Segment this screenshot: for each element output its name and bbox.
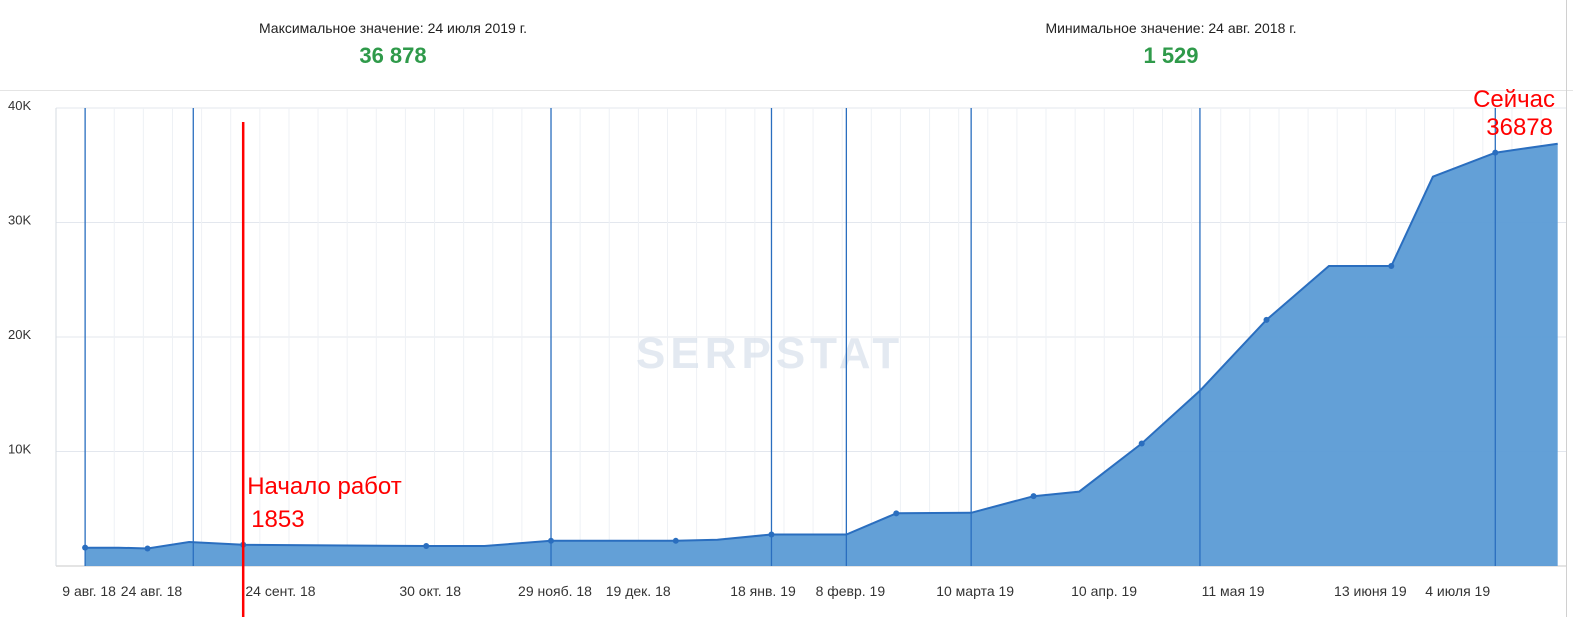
x-tick-label: 4 июля 19	[1425, 583, 1490, 599]
min-value-stat: Минимальное значение: 24 авг. 2018 г. 1 …	[921, 20, 1421, 69]
min-value-number: 1 529	[1143, 43, 1199, 68]
y-tick-label: 10K	[8, 442, 31, 457]
y-tick-label: 30K	[8, 213, 31, 228]
data-point	[893, 510, 900, 517]
data-point	[1030, 493, 1037, 500]
series-line	[85, 142, 1558, 550]
y-tick-label: 40K	[8, 98, 31, 113]
summary-stats: Максимальное значение: 24 июля 2019 г. 3…	[0, 0, 1573, 91]
current-value: 36878	[1486, 114, 1553, 141]
area-series[interactable]	[82, 142, 1558, 566]
x-tick-label: 10 апр. 19	[1071, 583, 1137, 599]
x-tick-label: 19 дек. 18	[606, 583, 671, 599]
data-point	[144, 545, 151, 552]
x-tick-label: 30 окт. 18	[399, 583, 461, 599]
area-fill	[85, 143, 1558, 566]
data-point	[672, 537, 679, 544]
max-value-number: 36 878	[359, 43, 427, 68]
y-tick-label: 20K	[8, 327, 31, 342]
max-value-stat: Максимальное значение: 24 июля 2019 г. 3…	[143, 20, 643, 69]
data-point	[1263, 316, 1270, 323]
max-value-label: Максимальное значение: 24 июля 2019 г.	[258, 20, 528, 36]
x-tick-label: 24 сент. 18	[245, 583, 315, 599]
x-tick-label: 10 марта 19	[936, 583, 1014, 599]
current-label: Сейчас	[1473, 86, 1555, 113]
data-point	[1388, 263, 1395, 270]
x-tick-label: 18 янв. 19	[730, 583, 796, 599]
work-start-value: 1853	[251, 506, 304, 533]
event-lines	[84, 108, 1496, 566]
work-start-label: Начало работ	[247, 473, 402, 500]
axis-ticks: 40K 30K 20K 10K 9 авг. 18 24 авг. 18 24 сент. …	[8, 98, 1490, 599]
x-tick-label: 8 февр. 19	[816, 583, 886, 599]
x-tick-label: 9 авг. 18	[62, 583, 116, 599]
x-tick-label: 11 мая 19	[1202, 583, 1265, 599]
min-value-label: Минимальное значение: 24 авг. 2018 г.	[1045, 20, 1297, 36]
serpstat-watermark: SERPSTAT	[636, 329, 904, 378]
x-tick-label: 24 авг. 18	[121, 583, 183, 599]
x-tick-label: 29 нояб. 18	[518, 583, 592, 599]
data-point	[423, 542, 430, 549]
right-border	[1566, 0, 1567, 617]
data-point	[1138, 440, 1145, 447]
x-tick-label: 13 июня 19	[1334, 583, 1407, 599]
